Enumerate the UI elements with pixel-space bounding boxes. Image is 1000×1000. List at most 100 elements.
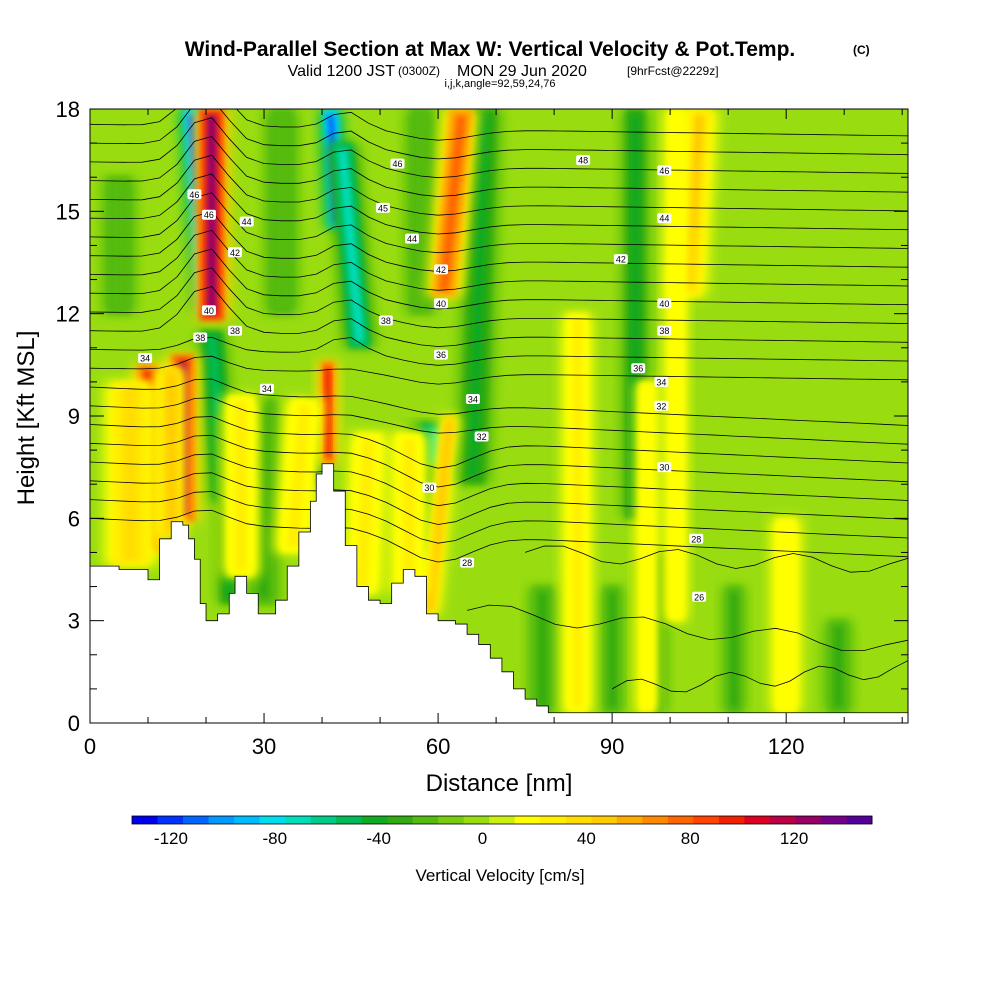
- pot-temp-contour: [90, 173, 908, 235]
- contour-label-text: 30: [424, 483, 434, 493]
- pot-temp-contour: [90, 434, 908, 488]
- contour-label-text: 34: [140, 354, 150, 364]
- updraft-cell: [643, 387, 651, 707]
- contour-label-text: 28: [691, 534, 701, 544]
- colorbar-swatch: [285, 816, 312, 824]
- contour-label-text: 48: [578, 156, 588, 166]
- contour-label-background: [474, 431, 489, 442]
- pot-temp-contour: [90, 267, 908, 329]
- contour-label: 40: [201, 305, 216, 316]
- contour-label: 34: [465, 393, 480, 404]
- contour-label-background: [138, 353, 153, 364]
- contour-label: 42: [228, 247, 243, 258]
- valid-date-label: MON 29 Jun 2020: [457, 63, 587, 80]
- x-tick-label: 30: [252, 734, 276, 759]
- contour-label-text: 28: [462, 558, 472, 568]
- contour-label-background: [404, 233, 419, 244]
- contour-label: 30: [422, 482, 437, 493]
- chart-title: Wind-Parallel Section at Max W: Vertical…: [185, 38, 796, 61]
- contour-label: 44: [404, 233, 419, 244]
- updraft-cell: [672, 115, 680, 615]
- pot-temp-contour: [90, 211, 908, 272]
- colorbar-swatch: [463, 816, 490, 824]
- pot-temp-contour: [90, 117, 908, 179]
- contour-label: 45: [375, 202, 390, 213]
- pot-temp-contour: [90, 136, 908, 197]
- colorbar-swatch: [438, 816, 465, 824]
- contour-label-background: [613, 254, 628, 265]
- contour-label-background: [187, 189, 202, 200]
- contour-label-background: [228, 325, 243, 336]
- contour-label-text: 40: [204, 306, 214, 316]
- contour-label-text: 40: [436, 299, 446, 309]
- contour-label: 32: [474, 431, 489, 442]
- pot-temp-contour: [90, 109, 908, 141]
- terrain-mask: [90, 463, 908, 723]
- contour-label-text: 46: [204, 210, 214, 220]
- contour-label-text: 30: [659, 463, 669, 473]
- colorbar-swatch: [361, 816, 388, 824]
- colorbar-swatch: [489, 816, 516, 824]
- colorbar-tick-label: -40: [366, 829, 391, 848]
- contour-label-background: [657, 165, 672, 176]
- contour-label-background: [433, 349, 448, 360]
- contour-label: 46: [201, 209, 216, 220]
- colorbar-tick-label: 40: [577, 829, 596, 848]
- pot-temp-contour: [611, 660, 908, 693]
- contour-label-text: 38: [230, 326, 240, 336]
- pot-temp-contour: [90, 453, 908, 507]
- colorbar-swatch: [336, 816, 363, 824]
- y-tick-label: 6: [68, 506, 80, 531]
- updraft-cell: [167, 374, 176, 530]
- downdraft-cell: [337, 149, 365, 342]
- contour-label-background: [433, 264, 448, 275]
- updraft-cell: [235, 401, 247, 571]
- contour-label: 38: [193, 332, 208, 343]
- colorbar-swatch: [132, 816, 159, 824]
- contour-label-text: 46: [189, 190, 199, 200]
- y-tick-label: 18: [56, 97, 80, 122]
- downdraft-cell: [730, 592, 738, 707]
- contour-label: 34: [654, 376, 669, 387]
- y-axis-label: Height [Kft MSL]: [13, 331, 40, 506]
- contour-label-background: [390, 158, 405, 169]
- colorbar-swatch: [565, 816, 592, 824]
- contour-label-background: [201, 209, 216, 220]
- colorbar-swatch: [718, 816, 745, 824]
- downdraft-cell: [538, 592, 547, 707]
- x-tick-label: 60: [426, 734, 450, 759]
- contour-label: 38: [228, 325, 243, 336]
- contour-label-text: 40: [659, 299, 669, 309]
- x-axis: 0 30 60 90 120: [84, 109, 903, 759]
- colorbar-swatch: [310, 816, 337, 824]
- contour-label: 26: [692, 591, 707, 602]
- colorbar-frame: [131, 815, 873, 825]
- pot-temp-contour: [90, 109, 908, 160]
- contour-label-text: 32: [656, 401, 666, 411]
- contour-label-text: 42: [436, 265, 446, 275]
- contour-label: 38: [657, 325, 672, 336]
- contour-label-text: 44: [407, 234, 417, 244]
- contour-label-text: 38: [195, 333, 205, 343]
- contour-label-background: [422, 482, 437, 493]
- pot-temp-contour: [90, 472, 908, 525]
- downdraft-cell: [259, 404, 269, 598]
- contour-label-background: [631, 363, 646, 374]
- colorbar-swatch: [234, 816, 261, 824]
- colorbar-swatch: [820, 816, 847, 824]
- title-copyright-mark: (C): [853, 43, 870, 57]
- updraft-cell: [438, 115, 467, 291]
- updraft-cell: [122, 387, 139, 561]
- contour-label-background: [239, 216, 254, 227]
- pot-temp-contour: [467, 604, 908, 652]
- valid-time-label: Valid 1200 JST: [288, 63, 396, 80]
- contour-label-background: [259, 383, 274, 394]
- pot-temp-contour: [90, 192, 908, 254]
- x-axis-label: Distance [nm]: [426, 770, 573, 797]
- y-tick-label: 15: [56, 199, 80, 224]
- contour-label-text: 46: [659, 166, 669, 176]
- colorbar: -120 -80 -40 0 40 80 120: [131, 815, 873, 848]
- contour-label-background: [657, 298, 672, 309]
- colorbar-swatch: [591, 816, 618, 824]
- contour-label-text: 26: [694, 592, 704, 602]
